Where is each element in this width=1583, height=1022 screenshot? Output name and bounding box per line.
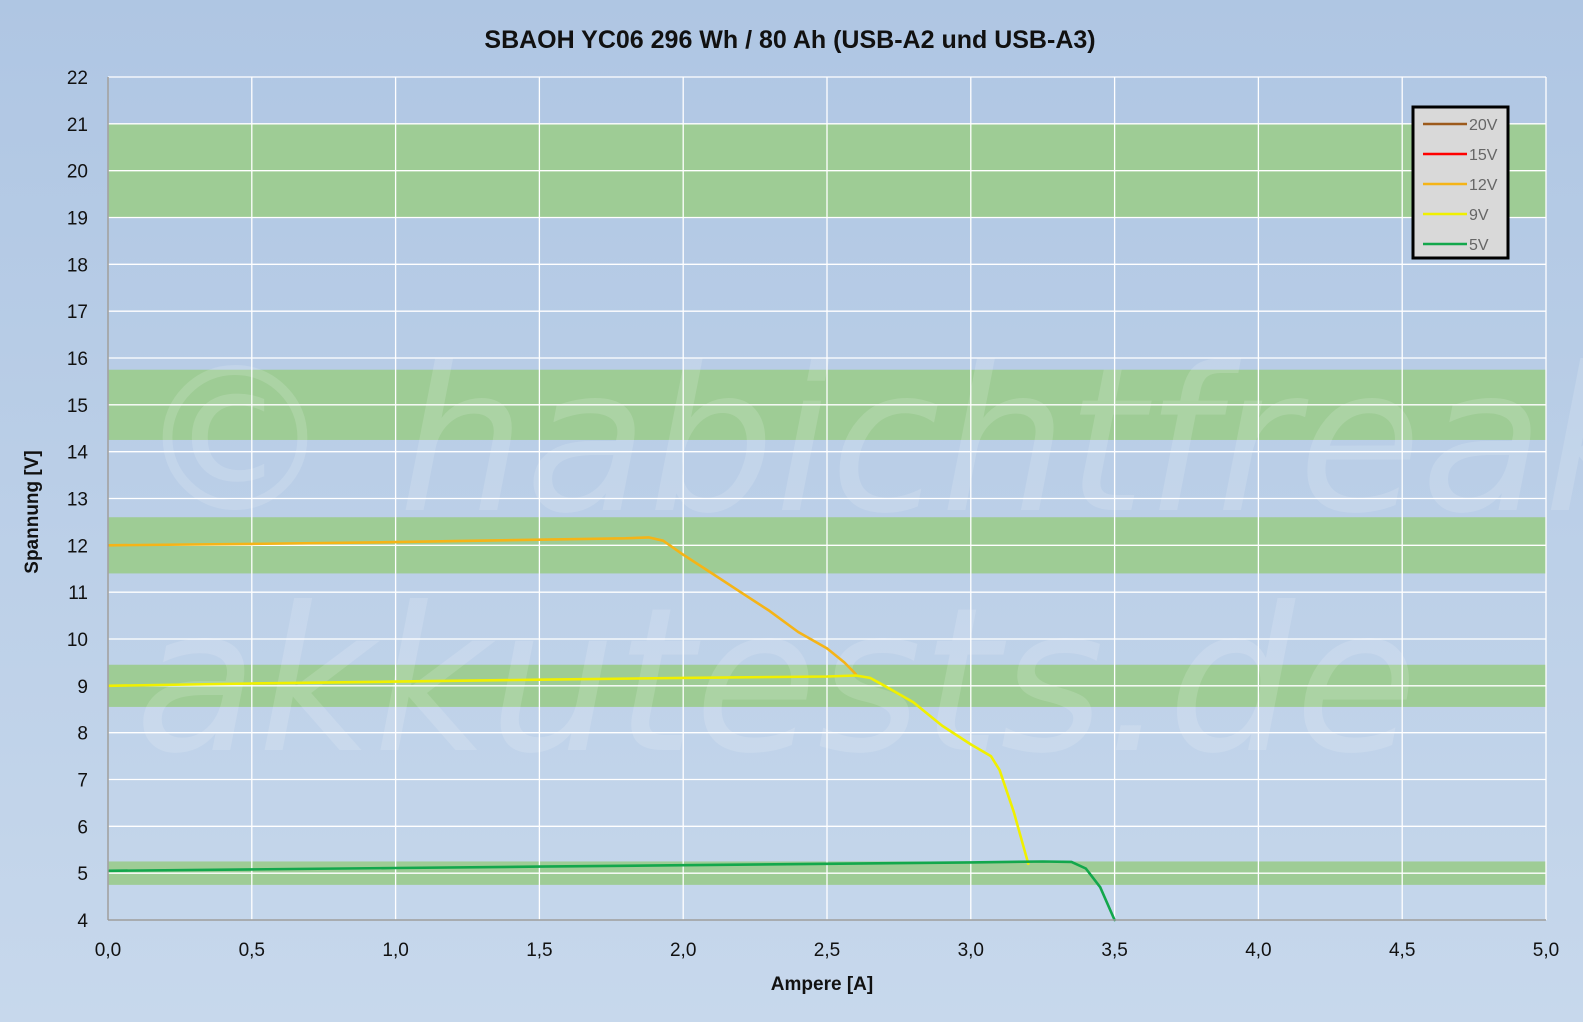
- y-tick-label: 14: [67, 443, 89, 464]
- legend-box: [1411, 105, 1510, 260]
- y-tick-labels: 4 5 6 7 8 9 10 11 12 13 14 15 16 17 18 19 20 21 22: [67, 68, 89, 932]
- y-tick-label: 4: [77, 911, 88, 932]
- y-tick-label: 9: [77, 677, 88, 698]
- y-tick-label: 10: [67, 630, 88, 651]
- chart-title: SBAOH YC06 296 Wh / 80 Ah (USB-A2 und US…: [484, 26, 1095, 54]
- x-tick-labels: 0,0 0,5 1,0 1,5 2,0 2,5 3,0 3,5 4,0 4,5 5,0: [95, 940, 1559, 961]
- y-tick-label: 6: [77, 817, 88, 838]
- series-line-12v: [108, 536, 858, 676]
- series-line-9v: [108, 674, 1030, 866]
- y-tick-label: 7: [77, 771, 88, 792]
- legend-label-9v: 9V: [1469, 207, 1489, 224]
- x-tick-label: 3,5: [1101, 940, 1127, 961]
- watermark: © habichtfreak akkutests.de: [135, 325, 1583, 798]
- x-tick-label: 2,5: [814, 940, 840, 961]
- y-tick-label: 12: [67, 536, 88, 557]
- y-tick-label: 5: [77, 864, 88, 885]
- axes: [107, 77, 1546, 921]
- series-line-5v: [108, 860, 1116, 922]
- legend-label-15v: 15V: [1469, 147, 1498, 164]
- watermark-line-1: © habichtfreak: [135, 325, 1583, 558]
- y-tick-label: 20: [67, 162, 88, 183]
- y-tick-label: 22: [67, 68, 88, 89]
- legend-label-20v: 20V: [1469, 117, 1498, 134]
- x-tick-label: 0,5: [239, 940, 265, 961]
- y-tick-label: 13: [67, 490, 88, 511]
- x-tick-label: 0,0: [95, 940, 121, 961]
- x-tick-label: 1,5: [526, 940, 552, 961]
- x-tick-label: 3,0: [958, 940, 984, 961]
- legend-label-12v: 12V: [1469, 177, 1498, 194]
- y-tick-label: 11: [68, 583, 88, 604]
- x-tick-label: 4,5: [1389, 940, 1415, 961]
- y-tick-label: 16: [67, 349, 88, 370]
- x-tick-label: 5,0: [1533, 940, 1559, 961]
- y-tick-label: 17: [67, 302, 88, 323]
- x-axis-label: Ampere [A]: [771, 974, 873, 995]
- x-tick-label: 4,0: [1245, 940, 1271, 961]
- y-tick-label: 19: [67, 209, 88, 230]
- x-tick-label: 1,0: [382, 940, 408, 961]
- y-axis-label: Spannung [V]: [22, 450, 43, 573]
- series-lines: [108, 536, 1116, 922]
- y-tick-label: 15: [67, 396, 88, 417]
- legend: 20V 15V 12V 9V 5V: [1411, 105, 1510, 260]
- y-tick-label: 8: [77, 724, 88, 745]
- legend-label-5v: 5V: [1469, 237, 1489, 254]
- y-tick-label: 18: [67, 255, 88, 276]
- x-tick-label: 2,0: [670, 940, 696, 961]
- y-tick-label: 21: [67, 115, 88, 136]
